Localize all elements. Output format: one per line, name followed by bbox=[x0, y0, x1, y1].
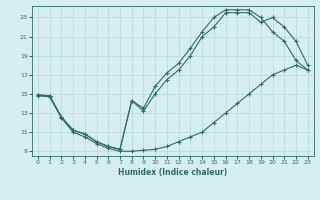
X-axis label: Humidex (Indice chaleur): Humidex (Indice chaleur) bbox=[118, 168, 228, 177]
